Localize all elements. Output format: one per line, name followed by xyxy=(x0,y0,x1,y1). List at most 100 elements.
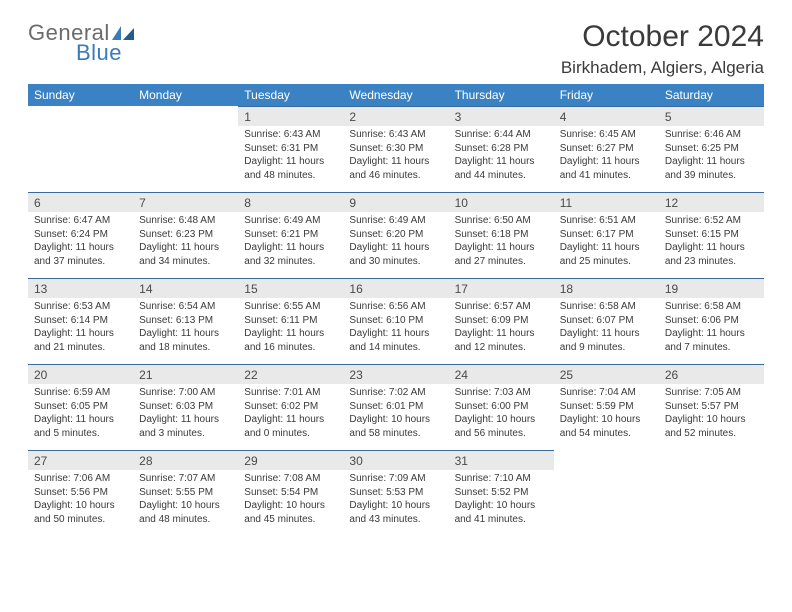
day-header: Monday xyxy=(133,84,238,106)
day-text: Sunrise: 7:09 AMSunset: 5:53 PMDaylight:… xyxy=(343,470,448,526)
day-cell xyxy=(659,450,764,536)
day-cell: 28Sunrise: 7:07 AMSunset: 5:55 PMDayligh… xyxy=(133,450,238,536)
day-cell: 16Sunrise: 6:56 AMSunset: 6:10 PMDayligh… xyxy=(343,278,448,364)
day-cell: 18Sunrise: 6:58 AMSunset: 6:07 PMDayligh… xyxy=(554,278,659,364)
logo: GeneralBlue xyxy=(28,20,134,66)
day-number: 18 xyxy=(554,278,659,298)
day-cell xyxy=(133,106,238,192)
day-text: Sunrise: 6:43 AMSunset: 6:31 PMDaylight:… xyxy=(238,126,343,182)
day-number: 11 xyxy=(554,192,659,212)
day-cell: 19Sunrise: 6:58 AMSunset: 6:06 PMDayligh… xyxy=(659,278,764,364)
day-number: 6 xyxy=(28,192,133,212)
day-number: 19 xyxy=(659,278,764,298)
day-number: 30 xyxy=(343,450,448,470)
calendar-page: GeneralBlue October 2024 Birkhadem, Algi… xyxy=(0,0,792,536)
day-cell: 11Sunrise: 6:51 AMSunset: 6:17 PMDayligh… xyxy=(554,192,659,278)
day-number: 24 xyxy=(449,364,554,384)
day-text: Sunrise: 6:47 AMSunset: 6:24 PMDaylight:… xyxy=(28,212,133,268)
day-cell xyxy=(554,450,659,536)
day-number: 22 xyxy=(238,364,343,384)
day-number: 13 xyxy=(28,278,133,298)
day-number: 27 xyxy=(28,450,133,470)
day-cell: 5Sunrise: 6:46 AMSunset: 6:25 PMDaylight… xyxy=(659,106,764,192)
day-number: 23 xyxy=(343,364,448,384)
day-number: 1 xyxy=(238,106,343,126)
day-cell: 23Sunrise: 7:02 AMSunset: 6:01 PMDayligh… xyxy=(343,364,448,450)
day-cell: 7Sunrise: 6:48 AMSunset: 6:23 PMDaylight… xyxy=(133,192,238,278)
day-text: Sunrise: 6:59 AMSunset: 6:05 PMDaylight:… xyxy=(28,384,133,440)
day-text: Sunrise: 6:49 AMSunset: 6:20 PMDaylight:… xyxy=(343,212,448,268)
day-text: Sunrise: 6:46 AMSunset: 6:25 PMDaylight:… xyxy=(659,126,764,182)
day-text: Sunrise: 7:08 AMSunset: 5:54 PMDaylight:… xyxy=(238,470,343,526)
day-cell: 6Sunrise: 6:47 AMSunset: 6:24 PMDaylight… xyxy=(28,192,133,278)
day-cell: 26Sunrise: 7:05 AMSunset: 5:57 PMDayligh… xyxy=(659,364,764,450)
day-number: 2 xyxy=(343,106,448,126)
month-title: October 2024 xyxy=(561,20,764,54)
day-text: Sunrise: 6:48 AMSunset: 6:23 PMDaylight:… xyxy=(133,212,238,268)
day-text: Sunrise: 7:05 AMSunset: 5:57 PMDaylight:… xyxy=(659,384,764,440)
day-header: Tuesday xyxy=(238,84,343,106)
day-number: 28 xyxy=(133,450,238,470)
day-cell: 29Sunrise: 7:08 AMSunset: 5:54 PMDayligh… xyxy=(238,450,343,536)
day-number: 10 xyxy=(449,192,554,212)
week-row: 27Sunrise: 7:06 AMSunset: 5:56 PMDayligh… xyxy=(28,450,764,536)
day-cell: 4Sunrise: 6:45 AMSunset: 6:27 PMDaylight… xyxy=(554,106,659,192)
day-text: Sunrise: 7:06 AMSunset: 5:56 PMDaylight:… xyxy=(28,470,133,526)
day-text: Sunrise: 7:03 AMSunset: 6:00 PMDaylight:… xyxy=(449,384,554,440)
day-text: Sunrise: 6:43 AMSunset: 6:30 PMDaylight:… xyxy=(343,126,448,182)
week-row: 13Sunrise: 6:53 AMSunset: 6:14 PMDayligh… xyxy=(28,278,764,364)
day-number: 15 xyxy=(238,278,343,298)
day-cell: 13Sunrise: 6:53 AMSunset: 6:14 PMDayligh… xyxy=(28,278,133,364)
day-cell: 12Sunrise: 6:52 AMSunset: 6:15 PMDayligh… xyxy=(659,192,764,278)
week-row: 6Sunrise: 6:47 AMSunset: 6:24 PMDaylight… xyxy=(28,192,764,278)
day-text: Sunrise: 6:58 AMSunset: 6:06 PMDaylight:… xyxy=(659,298,764,354)
day-number: 5 xyxy=(659,106,764,126)
day-cell: 30Sunrise: 7:09 AMSunset: 5:53 PMDayligh… xyxy=(343,450,448,536)
day-text: Sunrise: 6:45 AMSunset: 6:27 PMDaylight:… xyxy=(554,126,659,182)
day-text: Sunrise: 7:02 AMSunset: 6:01 PMDaylight:… xyxy=(343,384,448,440)
day-cell: 3Sunrise: 6:44 AMSunset: 6:28 PMDaylight… xyxy=(449,106,554,192)
day-text: Sunrise: 6:54 AMSunset: 6:13 PMDaylight:… xyxy=(133,298,238,354)
day-text: Sunrise: 6:49 AMSunset: 6:21 PMDaylight:… xyxy=(238,212,343,268)
day-number: 29 xyxy=(238,450,343,470)
day-text: Sunrise: 6:55 AMSunset: 6:11 PMDaylight:… xyxy=(238,298,343,354)
week-row: 20Sunrise: 6:59 AMSunset: 6:05 PMDayligh… xyxy=(28,364,764,450)
day-header: Sunday xyxy=(28,84,133,106)
day-number: 20 xyxy=(28,364,133,384)
day-text: Sunrise: 6:50 AMSunset: 6:18 PMDaylight:… xyxy=(449,212,554,268)
day-cell xyxy=(28,106,133,192)
day-number: 3 xyxy=(449,106,554,126)
day-header: Saturday xyxy=(659,84,764,106)
day-cell: 27Sunrise: 7:06 AMSunset: 5:56 PMDayligh… xyxy=(28,450,133,536)
day-cell: 8Sunrise: 6:49 AMSunset: 6:21 PMDaylight… xyxy=(238,192,343,278)
day-cell: 14Sunrise: 6:54 AMSunset: 6:13 PMDayligh… xyxy=(133,278,238,364)
location: Birkhadem, Algiers, Algeria xyxy=(561,58,764,78)
day-number: 4 xyxy=(554,106,659,126)
day-text: Sunrise: 7:01 AMSunset: 6:02 PMDaylight:… xyxy=(238,384,343,440)
day-cell: 2Sunrise: 6:43 AMSunset: 6:30 PMDaylight… xyxy=(343,106,448,192)
logo-sail-icon xyxy=(112,26,134,40)
day-cell: 31Sunrise: 7:10 AMSunset: 5:52 PMDayligh… xyxy=(449,450,554,536)
day-cell: 9Sunrise: 6:49 AMSunset: 6:20 PMDaylight… xyxy=(343,192,448,278)
day-number: 9 xyxy=(343,192,448,212)
header: GeneralBlue October 2024 Birkhadem, Algi… xyxy=(28,20,764,78)
day-cell: 1Sunrise: 6:43 AMSunset: 6:31 PMDaylight… xyxy=(238,106,343,192)
day-number: 17 xyxy=(449,278,554,298)
day-text: Sunrise: 6:57 AMSunset: 6:09 PMDaylight:… xyxy=(449,298,554,354)
calendar-table: Sunday Monday Tuesday Wednesday Thursday… xyxy=(28,84,764,536)
logo-text-blue: Blue xyxy=(76,40,122,66)
day-text: Sunrise: 7:04 AMSunset: 5:59 PMDaylight:… xyxy=(554,384,659,440)
day-text: Sunrise: 7:07 AMSunset: 5:55 PMDaylight:… xyxy=(133,470,238,526)
day-cell: 17Sunrise: 6:57 AMSunset: 6:09 PMDayligh… xyxy=(449,278,554,364)
day-text: Sunrise: 6:52 AMSunset: 6:15 PMDaylight:… xyxy=(659,212,764,268)
day-number: 14 xyxy=(133,278,238,298)
day-header-row: Sunday Monday Tuesday Wednesday Thursday… xyxy=(28,84,764,106)
day-cell: 20Sunrise: 6:59 AMSunset: 6:05 PMDayligh… xyxy=(28,364,133,450)
day-number: 21 xyxy=(133,364,238,384)
day-text: Sunrise: 6:44 AMSunset: 6:28 PMDaylight:… xyxy=(449,126,554,182)
day-text: Sunrise: 7:10 AMSunset: 5:52 PMDaylight:… xyxy=(449,470,554,526)
day-number: 7 xyxy=(133,192,238,212)
day-cell: 15Sunrise: 6:55 AMSunset: 6:11 PMDayligh… xyxy=(238,278,343,364)
day-number: 8 xyxy=(238,192,343,212)
day-cell: 21Sunrise: 7:00 AMSunset: 6:03 PMDayligh… xyxy=(133,364,238,450)
